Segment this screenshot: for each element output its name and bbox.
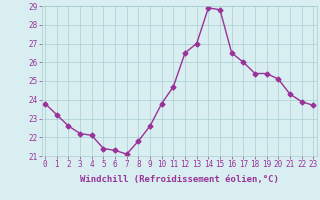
X-axis label: Windchill (Refroidissement éolien,°C): Windchill (Refroidissement éolien,°C) <box>80 175 279 184</box>
